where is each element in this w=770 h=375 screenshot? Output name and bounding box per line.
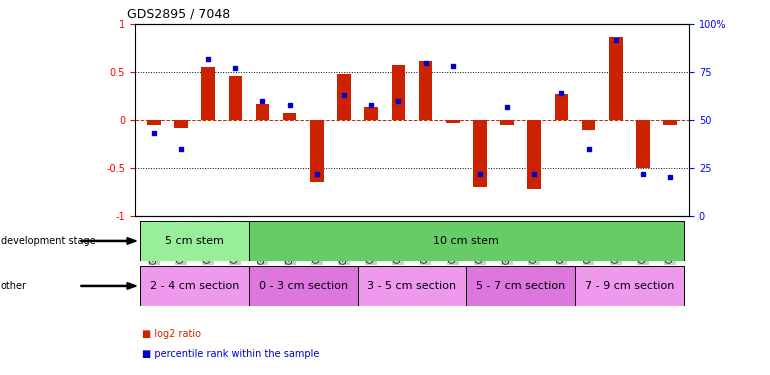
Text: ■ log2 ratio: ■ log2 ratio xyxy=(142,329,202,339)
Bar xyxy=(249,221,684,261)
Text: other: other xyxy=(1,281,27,291)
Bar xyxy=(310,120,323,182)
Bar xyxy=(419,61,432,120)
Bar xyxy=(337,74,351,120)
Bar xyxy=(174,120,188,128)
Bar xyxy=(140,266,249,306)
Bar xyxy=(609,37,623,120)
Bar xyxy=(201,68,215,120)
Text: GDS2895 / 7048: GDS2895 / 7048 xyxy=(127,8,230,21)
Bar xyxy=(357,266,467,306)
Text: 3 - 5 cm section: 3 - 5 cm section xyxy=(367,281,457,291)
Bar xyxy=(249,266,357,306)
Bar xyxy=(364,106,378,120)
Bar xyxy=(575,266,684,306)
Bar xyxy=(283,113,296,120)
Bar xyxy=(636,120,650,168)
Text: development stage: development stage xyxy=(1,236,95,246)
Text: 10 cm stem: 10 cm stem xyxy=(434,236,499,246)
Bar xyxy=(663,120,677,125)
Bar xyxy=(473,120,487,187)
Text: 2 - 4 cm section: 2 - 4 cm section xyxy=(150,281,239,291)
Bar xyxy=(229,76,242,120)
Text: 5 cm stem: 5 cm stem xyxy=(165,236,224,246)
Bar xyxy=(582,120,595,130)
Text: ■ percentile rank within the sample: ■ percentile rank within the sample xyxy=(142,350,320,359)
Bar xyxy=(392,64,405,120)
Bar xyxy=(527,120,541,189)
Bar xyxy=(500,120,514,125)
Bar xyxy=(147,120,161,125)
Bar xyxy=(256,104,270,120)
Bar xyxy=(140,221,249,261)
Text: 5 - 7 cm section: 5 - 7 cm section xyxy=(476,281,565,291)
Text: 0 - 3 cm section: 0 - 3 cm section xyxy=(259,281,348,291)
Text: 7 - 9 cm section: 7 - 9 cm section xyxy=(584,281,674,291)
Bar xyxy=(467,266,575,306)
Bar xyxy=(554,94,568,120)
Bar xyxy=(446,120,460,123)
